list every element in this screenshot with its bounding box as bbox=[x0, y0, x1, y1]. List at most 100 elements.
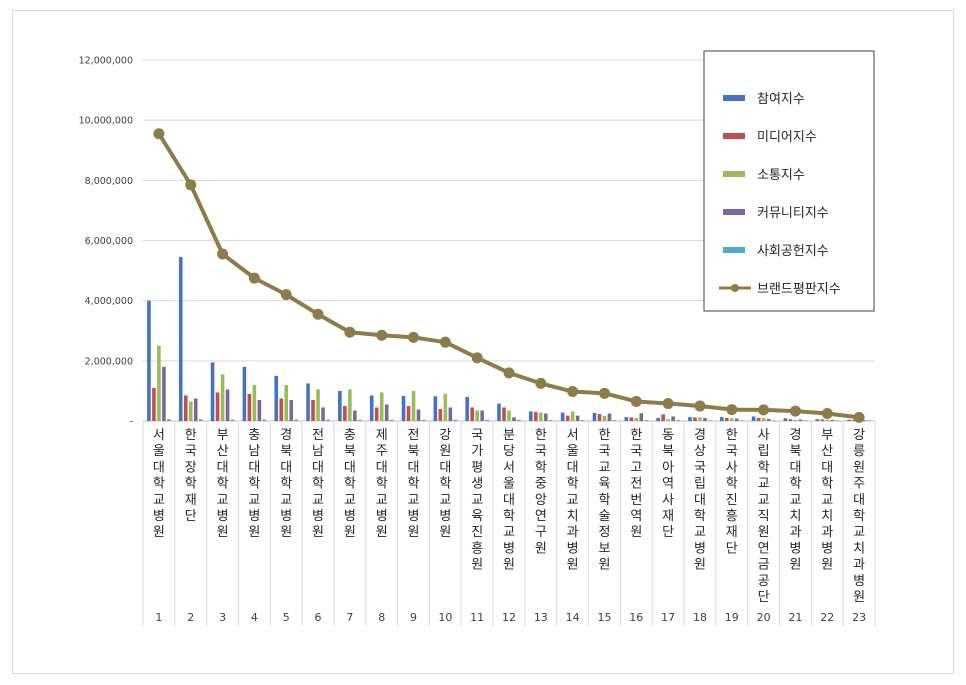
bar-소통지수-10 bbox=[443, 393, 448, 421]
point-브랜드평판지수-21 bbox=[789, 405, 801, 417]
category-number: 1 bbox=[155, 611, 162, 624]
bar-커뮤니티지수-2 bbox=[193, 398, 198, 421]
bar-커뮤니티지수-14 bbox=[575, 415, 580, 421]
point-브랜드평판지수-17 bbox=[662, 398, 674, 410]
gridlines bbox=[142, 59, 876, 626]
bar-미디어지수-13 bbox=[534, 411, 538, 421]
legend-label: 브랜드평판지수 bbox=[757, 282, 841, 297]
bar-사회공헌지수-6 bbox=[326, 419, 330, 421]
bar-소통지수-16 bbox=[634, 417, 639, 421]
category-number: 17 bbox=[661, 611, 675, 624]
bar-참여지수-22 bbox=[815, 419, 820, 421]
bar-소통지수-21 bbox=[793, 419, 798, 421]
point-브랜드평판지수-4 bbox=[248, 272, 260, 284]
bar-참여지수-15 bbox=[592, 412, 597, 421]
point-브랜드평판지수-3 bbox=[217, 248, 229, 260]
bar-사회공헌지수-3 bbox=[230, 419, 235, 421]
bar-미디어지수-7 bbox=[343, 405, 347, 421]
bar-소통지수-13 bbox=[539, 412, 543, 421]
point-브랜드평판지수-1 bbox=[153, 128, 165, 140]
bar-미디어지수-19 bbox=[724, 417, 729, 421]
legend-box bbox=[703, 50, 875, 312]
category-number: 5 bbox=[283, 611, 290, 624]
bar-커뮤니티지수-6 bbox=[321, 407, 325, 421]
bar-커뮤니티지수-9 bbox=[416, 409, 421, 421]
bar-미디어지수-10 bbox=[438, 408, 443, 421]
bar-소통지수-12 bbox=[507, 410, 511, 421]
point-브랜드평판지수-20 bbox=[758, 404, 770, 416]
legend-label: 커뮤니티지수 bbox=[757, 206, 829, 221]
category-number: 6 bbox=[315, 611, 322, 624]
category-number: 2 bbox=[187, 611, 194, 624]
legend-marker-브랜드평판지수 bbox=[731, 284, 739, 292]
bar-소통지수-14 bbox=[570, 411, 575, 421]
brand-reputation-chart: - 2,000,000 4,000,000 6,000,000 8,000,000 10,… bbox=[79, 50, 876, 626]
bar-사회공헌지수-20 bbox=[771, 420, 776, 421]
category-number: 13 bbox=[534, 611, 548, 624]
legend-label: 소통지수 bbox=[757, 168, 805, 183]
bar-사회공헌지수-19 bbox=[739, 420, 744, 421]
bar-미디어지수-3 bbox=[215, 392, 220, 421]
category-number: 18 bbox=[693, 611, 707, 624]
category-number: 19 bbox=[725, 611, 739, 624]
category-number: 10 bbox=[438, 611, 452, 624]
bar-커뮤니티지수-12 bbox=[512, 417, 516, 421]
bar-미디어지수-23 bbox=[852, 419, 856, 421]
bar-미디어지수-1 bbox=[152, 387, 156, 421]
bar-참여지수-9 bbox=[401, 396, 406, 421]
point-브랜드평판지수-23 bbox=[853, 411, 865, 423]
bar-커뮤니티지수-3 bbox=[225, 389, 230, 421]
bar-사회공헌지수-2 bbox=[198, 419, 203, 421]
y-tick-label: 6,000,000 bbox=[85, 236, 133, 247]
bar-참여지수-8 bbox=[369, 395, 374, 421]
point-브랜드평판지수-18 bbox=[694, 400, 706, 412]
bar-소통지수-2 bbox=[188, 401, 193, 421]
bar-미디어지수-20 bbox=[756, 417, 761, 421]
bar-사회공헌지수-13 bbox=[549, 420, 553, 421]
category-number: 15 bbox=[597, 611, 611, 624]
category-number: 22 bbox=[820, 611, 834, 624]
bar-커뮤니티지수-22 bbox=[830, 419, 835, 421]
point-브랜드평판지수-8 bbox=[376, 329, 388, 341]
legend-label: 미디어지수 bbox=[757, 130, 817, 145]
point-브랜드평판지수-6 bbox=[312, 308, 324, 320]
bar-미디어지수-22 bbox=[820, 419, 825, 421]
bar-소통지수-5 bbox=[284, 384, 289, 421]
bar-미디어지수-12 bbox=[502, 407, 506, 421]
bar-커뮤니티지수-4 bbox=[257, 399, 262, 421]
bar-미디어지수-14 bbox=[565, 415, 570, 421]
legend-swatch-미디어지수 bbox=[723, 133, 745, 139]
point-브랜드평판지수-2 bbox=[185, 179, 197, 191]
bar-소통지수-19 bbox=[729, 418, 734, 421]
bar-커뮤니티지수-5 bbox=[289, 399, 294, 421]
category-number: 9 bbox=[410, 611, 417, 624]
bar-사회공헌지수-23 bbox=[867, 420, 871, 421]
point-브랜드평판지수-9 bbox=[408, 331, 420, 343]
bar-사회공헌지수-10 bbox=[453, 419, 458, 421]
bar-사회공헌지수-14 bbox=[580, 420, 585, 421]
y-tick-label: 8,000,000 bbox=[85, 176, 133, 187]
bar-커뮤니티지수-10 bbox=[448, 407, 453, 421]
bar-소통지수-7 bbox=[348, 389, 352, 421]
total-index-line bbox=[153, 128, 865, 423]
bar-미디어지수-15 bbox=[597, 414, 602, 421]
bar-참여지수-14 bbox=[560, 412, 565, 421]
bar-커뮤니티지수-19 bbox=[734, 418, 739, 421]
bar-사회공헌지수-12 bbox=[517, 419, 521, 421]
bar-커뮤니티지수-7 bbox=[353, 410, 357, 421]
x-axis-categories: 서 울 대 학 교 병 원 1 한 국 장 학 재 단 2 부 산 대 학 교 병 원 3 충 남 대 학 교 병 원 4 경 북 대 학 교 병 원 5 전… bbox=[153, 428, 866, 624]
bar-소통지수-1 bbox=[157, 345, 161, 421]
point-브랜드평판지수-12 bbox=[503, 367, 515, 379]
bar-커뮤니티지수-13 bbox=[544, 413, 548, 421]
category-number: 4 bbox=[251, 611, 258, 624]
